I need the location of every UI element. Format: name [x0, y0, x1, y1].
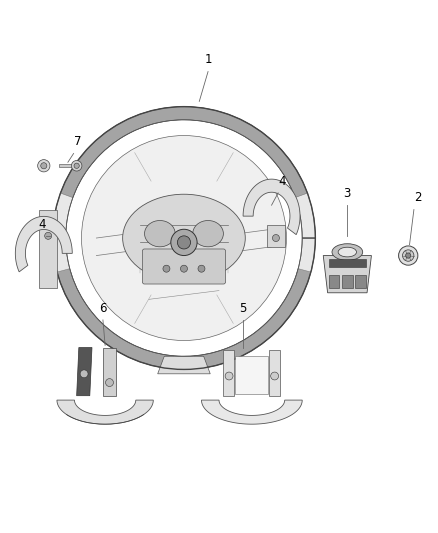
Circle shape	[45, 232, 52, 239]
Polygon shape	[53, 107, 315, 369]
Circle shape	[80, 370, 88, 378]
Circle shape	[171, 229, 197, 255]
Circle shape	[180, 265, 187, 272]
Bar	[355, 275, 366, 288]
FancyBboxPatch shape	[142, 249, 226, 284]
Polygon shape	[243, 179, 300, 235]
Polygon shape	[194, 269, 311, 369]
Circle shape	[406, 253, 411, 258]
Circle shape	[106, 378, 113, 386]
Polygon shape	[15, 216, 72, 272]
Text: 6: 6	[99, 302, 107, 314]
Text: 3: 3	[344, 187, 351, 200]
Text: 1: 1	[204, 53, 212, 66]
Circle shape	[272, 235, 279, 241]
Circle shape	[41, 163, 47, 169]
Bar	[342, 275, 353, 288]
Text: 5: 5	[240, 302, 247, 314]
Polygon shape	[60, 107, 307, 198]
Bar	[329, 260, 366, 266]
Polygon shape	[235, 356, 268, 393]
Polygon shape	[57, 400, 153, 424]
Ellipse shape	[193, 221, 223, 247]
Ellipse shape	[338, 247, 357, 257]
Text: 2: 2	[414, 191, 421, 204]
Circle shape	[163, 265, 170, 272]
Bar	[329, 275, 339, 288]
Polygon shape	[201, 400, 302, 424]
Polygon shape	[57, 269, 173, 369]
Bar	[59, 165, 77, 167]
Polygon shape	[103, 348, 116, 395]
Polygon shape	[267, 225, 285, 247]
Circle shape	[81, 135, 286, 341]
Polygon shape	[158, 356, 210, 374]
Polygon shape	[223, 350, 234, 395]
Circle shape	[38, 159, 50, 172]
Circle shape	[198, 265, 205, 272]
Polygon shape	[269, 350, 280, 395]
Circle shape	[225, 372, 233, 380]
Ellipse shape	[332, 244, 363, 260]
Circle shape	[403, 250, 414, 261]
Ellipse shape	[123, 194, 245, 282]
Circle shape	[271, 372, 279, 380]
Text: 4: 4	[39, 217, 46, 231]
Circle shape	[399, 246, 418, 265]
Text: 4: 4	[278, 175, 286, 188]
Circle shape	[177, 236, 191, 249]
Ellipse shape	[145, 221, 175, 247]
Polygon shape	[39, 209, 57, 288]
Circle shape	[74, 163, 79, 168]
Polygon shape	[77, 348, 92, 395]
Text: 7: 7	[74, 135, 81, 148]
Circle shape	[71, 160, 82, 171]
Polygon shape	[323, 255, 371, 293]
